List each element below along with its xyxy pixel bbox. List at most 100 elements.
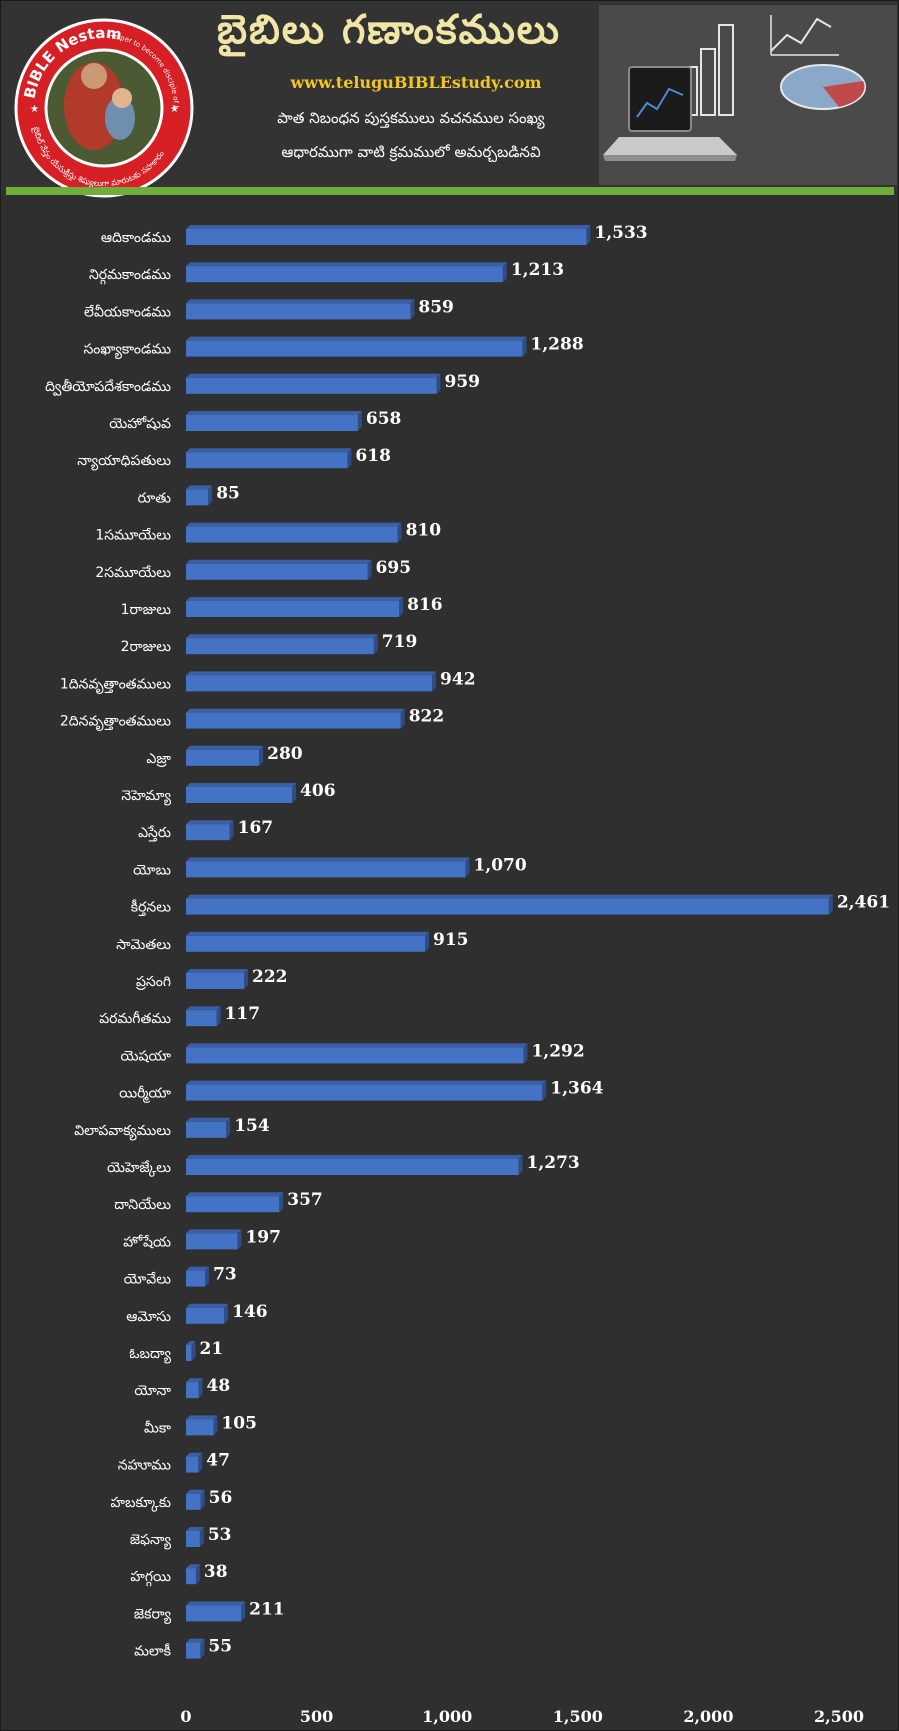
bible-nestam-logo: BIBLE Nestam Helper to become disciple o… [10, 14, 194, 198]
value-label: 719 [382, 632, 418, 652]
value-label: 146 [232, 1302, 268, 1322]
bar [186, 1601, 246, 1622]
category-label: యిర్మీయా [119, 1086, 171, 1104]
bar [186, 448, 352, 469]
value-label: 154 [234, 1116, 270, 1136]
category-label: హబక్కూకు [111, 1495, 172, 1512]
value-label: 211 [249, 1599, 285, 1619]
bar [186, 857, 470, 878]
category-label: విలాపవాక్యములు [74, 1123, 171, 1141]
bar [186, 969, 248, 989]
x-tick-label: 2,500 [814, 1707, 864, 1726]
category-label: మలాకీ [134, 1643, 171, 1660]
category-label: సంఖ్యాకాండము [83, 342, 171, 360]
bar [186, 1527, 204, 1547]
bar [186, 1043, 528, 1064]
value-label: 85 [216, 483, 240, 503]
bar [186, 634, 378, 655]
category-label: 1సమూయేలు [95, 528, 171, 544]
category-label: 1రాజులు [121, 602, 172, 618]
laptop-charts-photo [599, 5, 897, 185]
value-label: 280 [267, 744, 303, 764]
value-label: 959 [444, 372, 480, 392]
bar [186, 1564, 200, 1585]
bar [186, 1155, 523, 1175]
bar [186, 1192, 284, 1213]
category-label: సామెతలు [116, 937, 171, 953]
category-label: ఎజ్రా [146, 751, 171, 767]
category-label: నెహెమ్యా [121, 788, 171, 806]
x-tick-label: 1,500 [553, 1707, 603, 1726]
bar [186, 1341, 196, 1361]
value-label: 197 [245, 1227, 281, 1247]
category-label: ఆమోసు [126, 1309, 171, 1325]
x-tick-label: 1,000 [422, 1707, 472, 1726]
website-link[interactable]: www.teluguBIBLEstudy.com [290, 73, 542, 92]
logo-star-right: ★ [170, 104, 179, 115]
bar [186, 225, 591, 245]
bar [186, 1117, 231, 1138]
category-label: 1దినవృత్తాంతములు [60, 676, 171, 694]
value-label: 942 [440, 669, 476, 689]
category-label: 2రాజులు [121, 639, 172, 655]
value-label: 38 [204, 1562, 228, 1582]
value-label: 48 [207, 1376, 231, 1396]
bar [186, 411, 362, 431]
bar [186, 745, 264, 766]
bar [186, 373, 441, 394]
bar [186, 1489, 205, 1510]
value-label: 1,533 [594, 223, 647, 243]
bar [186, 1303, 229, 1324]
bar [186, 1006, 221, 1027]
category-label: లేవీయకాండము [84, 304, 171, 320]
category-label: హోషేయ [123, 1234, 171, 1250]
category-label: నహూము [118, 1458, 171, 1474]
bar [186, 783, 297, 803]
value-label: 915 [433, 930, 469, 950]
subtitle-line-1: పాత నిబంధన పుస్తకములు వచనముల సంఖ్య [277, 109, 545, 127]
value-label: 47 [206, 1451, 230, 1471]
bar [186, 1378, 203, 1399]
value-label: 73 [213, 1265, 237, 1285]
value-label: 658 [366, 409, 402, 429]
category-label: ద్వితీయోపదేశకాండము [45, 379, 171, 396]
category-label: ఓబద్యా [129, 1346, 171, 1364]
category-label: జెకర్యా [134, 1606, 172, 1624]
value-label: 117 [225, 1004, 261, 1024]
value-label: 810 [406, 521, 442, 541]
bar [186, 1080, 547, 1101]
value-label: 1,288 [530, 335, 583, 355]
value-label: 1,364 [550, 1079, 603, 1099]
value-label: 816 [407, 595, 443, 615]
value-label: 1,273 [527, 1153, 580, 1173]
value-label: 56 [209, 1488, 233, 1508]
category-label: జెఫన్యా [130, 1532, 172, 1550]
category-label: యోవేలు [124, 1272, 171, 1288]
category-label: న్యాయాధిపతులు [77, 453, 171, 471]
value-label: 618 [355, 446, 391, 466]
category-label: నిర్గమకాండము [89, 267, 171, 285]
x-tick-label: 0 [180, 1707, 191, 1726]
x-tick-label: 2,000 [683, 1707, 733, 1726]
verse-count-bar-chart: ఆదికాండము నిర్గమకాండము లేవీయకాండము సంఖ్యాకా… [45, 223, 890, 1726]
category-label: మీకా [144, 1420, 171, 1436]
value-label: 2,461 [837, 893, 890, 913]
value-label: 1,213 [511, 260, 564, 280]
bar [186, 1229, 242, 1250]
x-tick-label: 500 [300, 1707, 333, 1726]
value-label: 105 [221, 1413, 257, 1433]
bar [186, 336, 527, 357]
bar [186, 820, 234, 841]
value-label: 53 [208, 1525, 232, 1545]
value-label: 357 [287, 1190, 323, 1210]
bar [186, 1452, 203, 1473]
category-label: యెషయా [121, 1048, 172, 1064]
header: BIBLE Nestam Helper to become disciple o… [1, 1, 898, 198]
category-label: 2సమూయేలు [95, 565, 171, 581]
category-label: యోబు [133, 862, 171, 878]
category-label: ప్రసంగి [136, 974, 171, 990]
bar [186, 894, 833, 915]
category-label: పరమగీతము [99, 1011, 171, 1027]
value-label: 55 [208, 1637, 232, 1657]
category-label: 2దినవృత్తాంతములు [60, 714, 171, 732]
